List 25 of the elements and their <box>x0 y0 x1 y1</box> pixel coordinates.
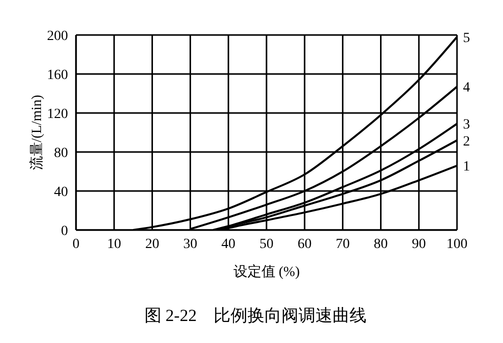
x-tick-label: 80 <box>374 236 388 252</box>
series-label: 1 <box>463 160 470 175</box>
y-tick-label: 160 <box>47 68 68 83</box>
y-tick-label: 120 <box>47 106 68 122</box>
x-tick-label: 100 <box>446 236 468 252</box>
series-label: 4 <box>463 80 470 96</box>
text: 图 2-22 比例换向阀调速曲线 <box>143 305 368 327</box>
series-label: 5 <box>463 30 470 46</box>
x-tick-label: 60 <box>298 236 312 252</box>
x-tick-label: 0 <box>72 236 80 252</box>
y-axis-title: 流量/(L/min) <box>28 94 45 170</box>
series-label: 2 <box>463 134 470 150</box>
y-tick-label: 40 <box>54 184 68 200</box>
x-tick-label: 90 <box>412 236 426 252</box>
y-tick-label: 0 <box>61 224 68 239</box>
x-axis-title: 设定值 (%) <box>233 264 300 280</box>
y-tick-label: 80 <box>54 146 68 161</box>
x-tick-label: 40 <box>221 236 236 252</box>
y-tick-label: 200 <box>47 28 68 44</box>
x-tick-label: 50 <box>260 236 274 252</box>
x-tick-label: 30 <box>183 236 198 252</box>
series-label: 3 <box>463 118 470 133</box>
x-tick-label: 70 <box>336 236 350 252</box>
x-tick-label: 20 <box>145 236 160 252</box>
x-tick-label: 10 <box>107 236 122 252</box>
